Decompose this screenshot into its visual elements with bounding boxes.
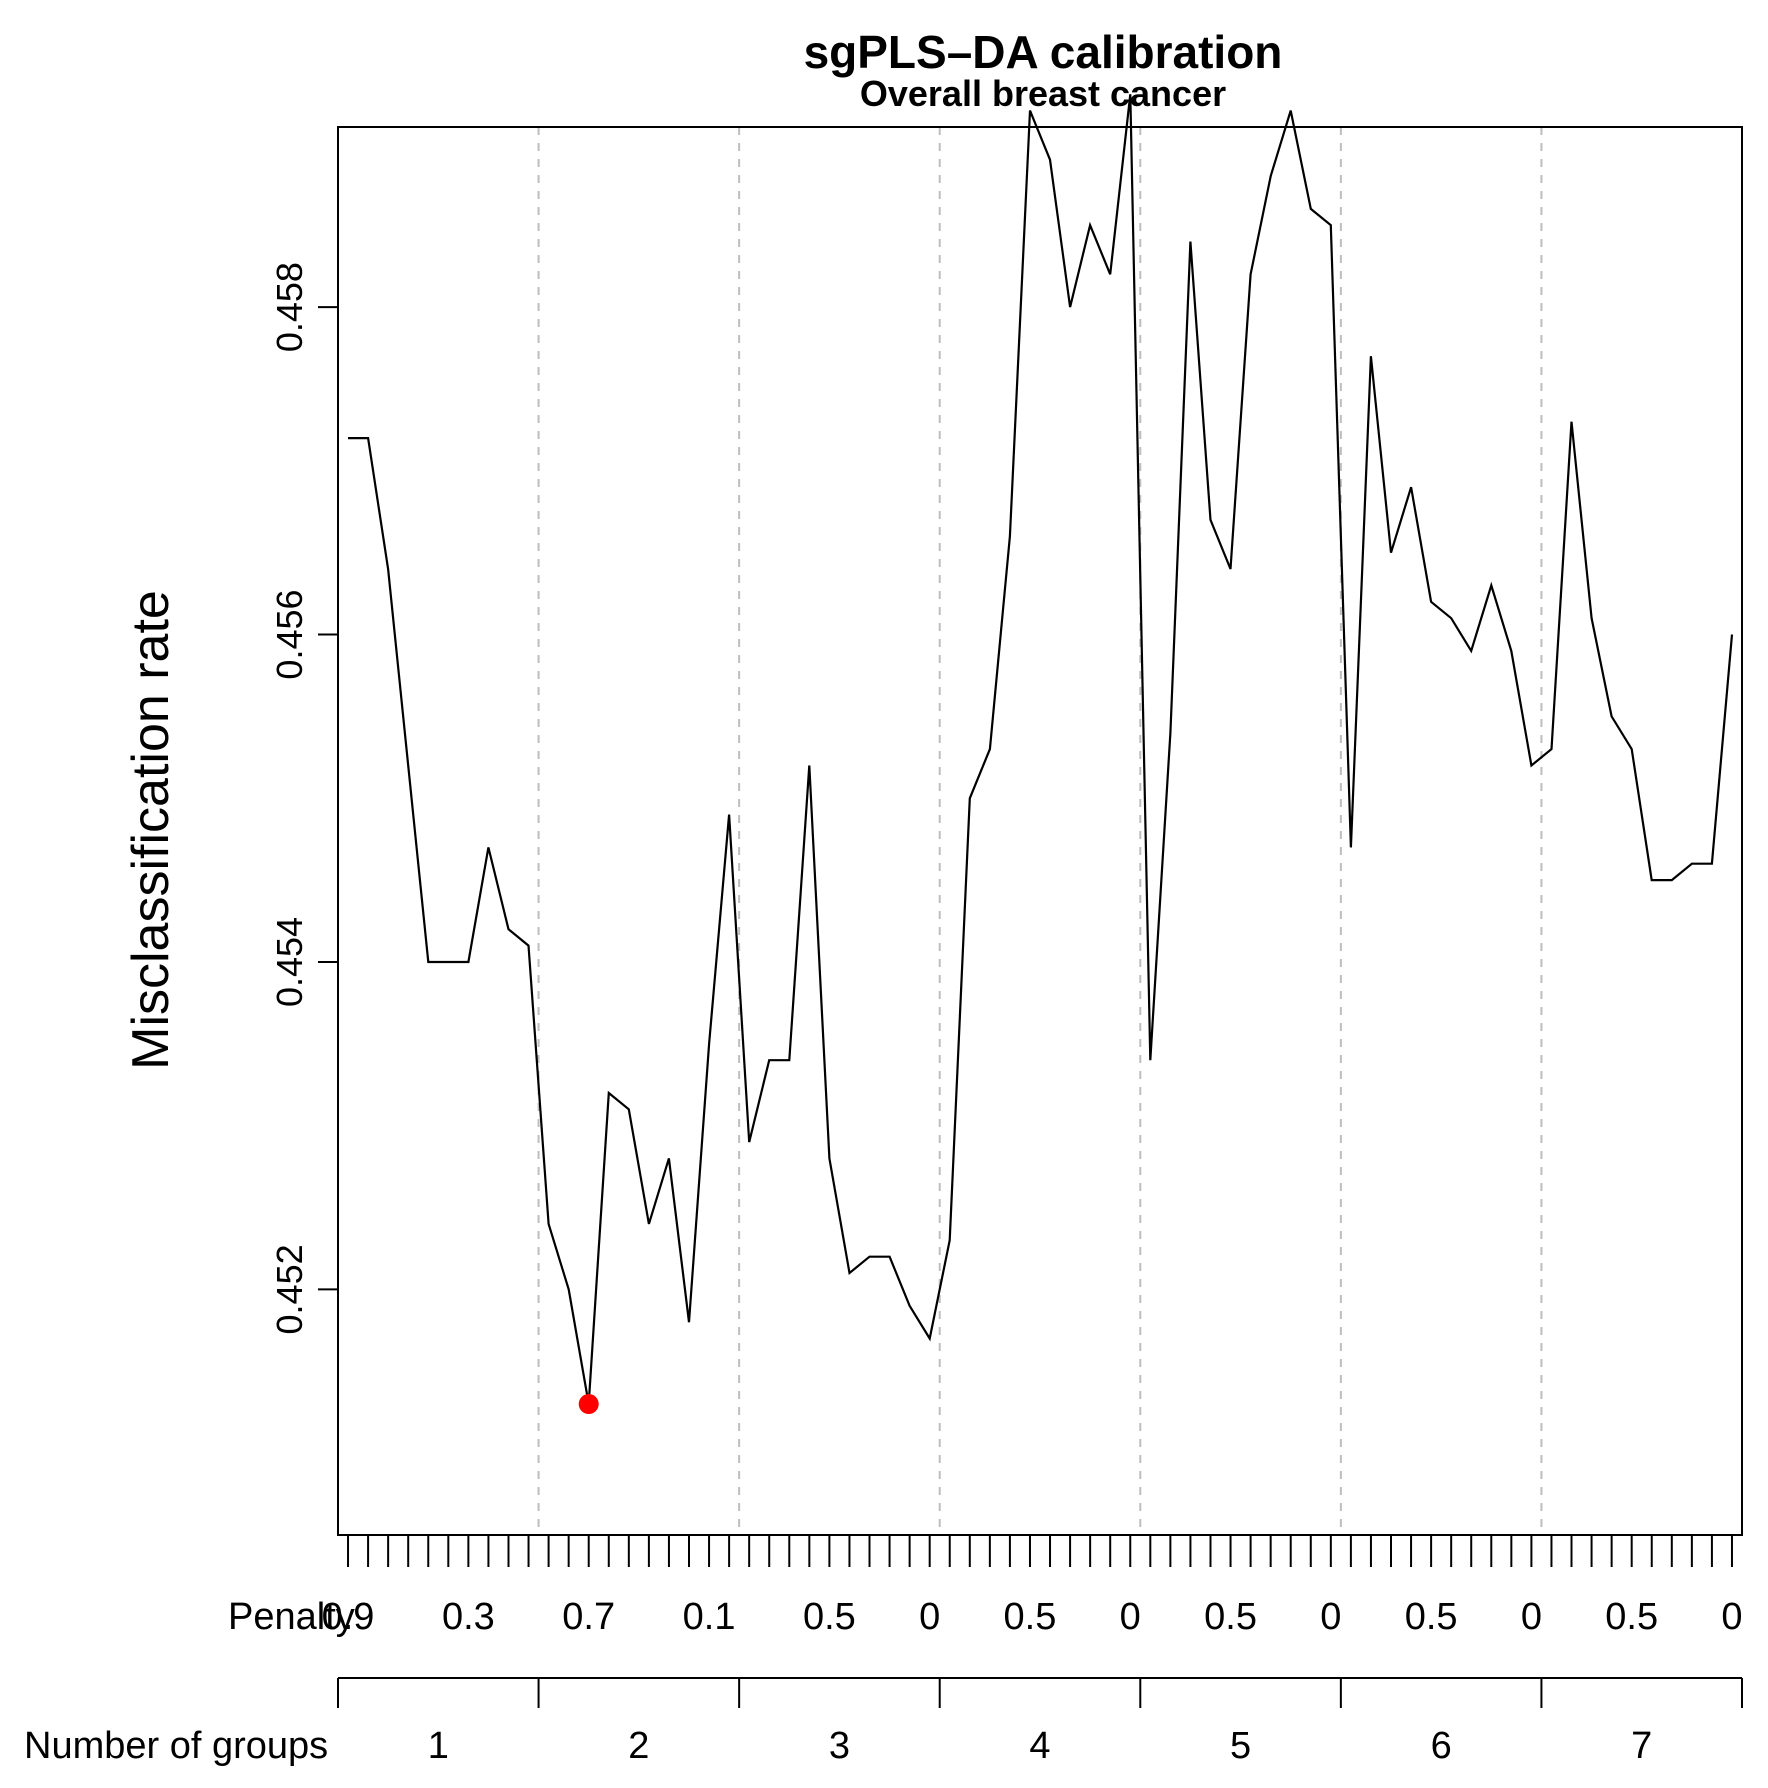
y-tick-label-3: 0.458 bbox=[269, 262, 310, 352]
minimum-point bbox=[578, 1394, 599, 1415]
y-tick-label-2: 0.456 bbox=[269, 589, 310, 679]
penalty-tick-label-11: 0 bbox=[1521, 1596, 1542, 1638]
penalty-tick-label-6: 0.5 bbox=[1004, 1596, 1057, 1638]
penalty-tick-label-1: 0.3 bbox=[442, 1596, 495, 1638]
penalty-tick-label-2: 0.7 bbox=[562, 1596, 615, 1638]
penalty-tick-label-0: 0.9 bbox=[322, 1596, 375, 1638]
group-label-3: 3 bbox=[829, 1725, 850, 1767]
penalty-tick-label-5: 0 bbox=[919, 1596, 940, 1638]
penalty-tick-labels: 0.9 0.3 0.7 0.1 0.5 0 0.5 0 0.5 0 0.5 0 0.5 0 bbox=[322, 1596, 1743, 1638]
penalty-tick-label-4: 0.5 bbox=[803, 1596, 856, 1638]
series-line bbox=[348, 94, 1734, 1405]
penalty-tick-label-8: 0.5 bbox=[1204, 1596, 1257, 1638]
penalty-tick-label-12: 0.5 bbox=[1605, 1596, 1658, 1638]
y-tick-label-0: 0.452 bbox=[269, 1244, 310, 1334]
group-label-2: 2 bbox=[628, 1725, 649, 1767]
penalty-tick-label-3: 0.1 bbox=[683, 1596, 736, 1638]
group-label-6: 6 bbox=[1431, 1725, 1452, 1767]
grid-lines bbox=[337, 127, 1743, 1535]
y-axis-label: Misclassification rate bbox=[122, 590, 180, 1070]
groups-axis-label: Number of groups bbox=[24, 1725, 328, 1767]
penalty-tick-label-9: 0 bbox=[1320, 1596, 1341, 1638]
group-label-1: 1 bbox=[428, 1725, 449, 1767]
y-axis: 0.452 0.454 0.456 0.458 bbox=[269, 262, 339, 1334]
penalty-tick-label-7: 0 bbox=[1120, 1596, 1141, 1638]
group-label-4: 4 bbox=[1029, 1725, 1050, 1767]
penalty-tick-label-13: 0 bbox=[1721, 1596, 1742, 1638]
group-label-7: 7 bbox=[1631, 1725, 1652, 1767]
penalty-tick-label-10: 0.5 bbox=[1405, 1596, 1458, 1638]
groups-axis bbox=[337, 1677, 1743, 1708]
y-tick-label-1: 0.454 bbox=[269, 917, 310, 1007]
chart-subtitle: Overall breast cancer bbox=[860, 73, 1226, 114]
chart-title: sgPLS–DA calibration bbox=[804, 26, 1283, 78]
plot-frame bbox=[337, 126, 1743, 1536]
group-labels: 1 2 3 4 5 6 7 bbox=[428, 1725, 1653, 1767]
penalty-axis-label: Penalty bbox=[228, 1596, 355, 1638]
group-label-5: 5 bbox=[1230, 1725, 1251, 1767]
series-line-group bbox=[348, 94, 1734, 1415]
penalty-ticks bbox=[347, 1534, 1733, 1567]
